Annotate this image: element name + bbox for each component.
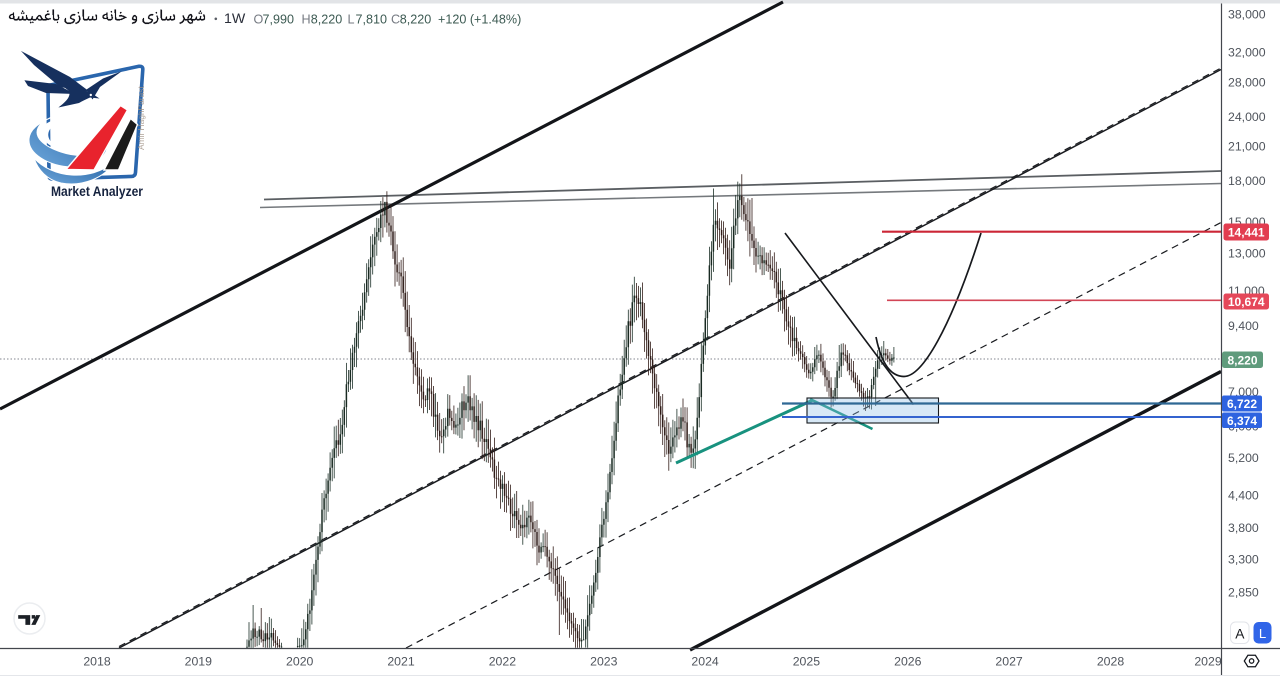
svg-text:32,000: 32,000	[1228, 46, 1266, 60]
svg-text:2025: 2025	[793, 655, 821, 669]
svg-text:2029: 2029	[1194, 655, 1222, 669]
svg-text:O: O	[254, 12, 264, 26]
svg-text:8,220: 8,220	[311, 12, 343, 26]
svg-text:2021: 2021	[387, 655, 415, 669]
svg-text:8,220: 8,220	[1227, 353, 1257, 367]
svg-text:7,000: 7,000	[1228, 385, 1259, 399]
svg-text:6,374: 6,374	[1227, 414, 1257, 428]
svg-text:2022: 2022	[489, 655, 517, 669]
svg-text:9,400: 9,400	[1228, 319, 1259, 333]
svg-text:21,000: 21,000	[1228, 140, 1266, 154]
svg-text:2026: 2026	[894, 655, 922, 669]
svg-text:2023: 2023	[590, 655, 618, 669]
svg-text:2018: 2018	[83, 655, 111, 669]
svg-text:A: A	[1235, 626, 1245, 641]
svg-text:L: L	[348, 12, 355, 26]
svg-text:2020: 2020	[286, 655, 314, 669]
svg-text:10,674: 10,674	[1228, 295, 1265, 309]
svg-text:C: C	[391, 12, 400, 26]
svg-text:+120 (+1.48%): +120 (+1.48%)	[438, 12, 521, 26]
svg-text:14,441: 14,441	[1228, 226, 1265, 240]
svg-text:2028: 2028	[1097, 655, 1125, 669]
svg-text:Market Analyzer: Market Analyzer	[51, 184, 144, 199]
svg-text:2027: 2027	[995, 655, 1023, 669]
svg-text:5,200: 5,200	[1228, 451, 1259, 465]
svg-text:24,000: 24,000	[1228, 110, 1266, 124]
svg-text:8,220: 8,220	[400, 12, 432, 26]
svg-text:L: L	[1259, 626, 1266, 641]
svg-text:7,990: 7,990	[263, 12, 295, 26]
svg-text:7,810: 7,810	[356, 12, 388, 26]
svg-text:28,000: 28,000	[1228, 76, 1266, 90]
svg-text:6,722: 6,722	[1227, 397, 1257, 411]
svg-text:1W: 1W	[224, 11, 246, 27]
svg-text:3,800: 3,800	[1228, 521, 1259, 535]
svg-text:18,000: 18,000	[1228, 174, 1266, 188]
svg-text:13,000: 13,000	[1228, 247, 1266, 261]
svg-text:3,300: 3,300	[1228, 553, 1259, 567]
svg-text:2,850: 2,850	[1228, 585, 1259, 599]
svg-text:H: H	[302, 12, 311, 26]
svg-text:Amir HaghParast: Amir HaghParast	[136, 86, 146, 150]
svg-text:2019: 2019	[185, 655, 213, 669]
svg-text:2024: 2024	[691, 655, 719, 669]
svg-text:38,000: 38,000	[1228, 7, 1266, 21]
svg-text:4,400: 4,400	[1228, 489, 1259, 503]
